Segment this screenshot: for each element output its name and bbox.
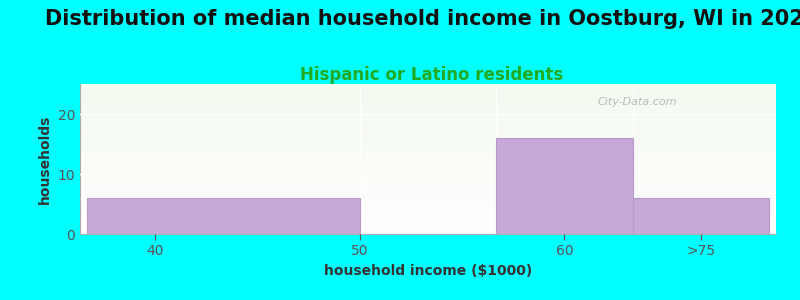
Y-axis label: households: households <box>38 114 52 204</box>
Bar <box>496 138 633 234</box>
Bar <box>633 198 769 234</box>
X-axis label: household income ($1000): household income ($1000) <box>324 264 532 278</box>
Bar <box>87 198 360 234</box>
Text: Hispanic or Latino residents: Hispanic or Latino residents <box>300 66 564 84</box>
Text: Distribution of median household income in Oostburg, WI in 2022: Distribution of median household income … <box>46 9 800 29</box>
Text: City-Data.com: City-Data.com <box>597 97 677 107</box>
